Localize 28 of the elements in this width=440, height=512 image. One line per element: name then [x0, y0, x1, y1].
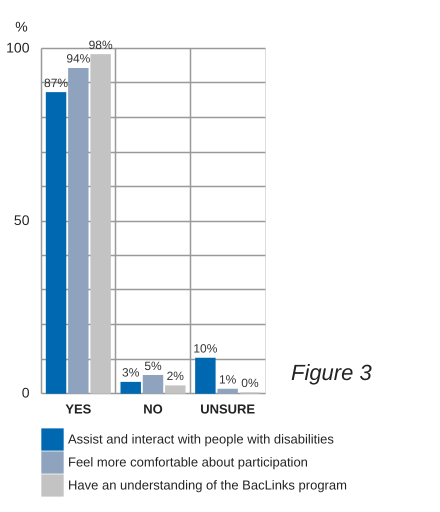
data-label: 10%	[193, 342, 218, 356]
legend-label: Have an understanding of the BacLinks program	[68, 478, 347, 492]
data-label: 3%	[122, 366, 140, 380]
bar	[165, 385, 186, 394]
data-label: 87%	[44, 76, 68, 90]
bar	[90, 54, 111, 394]
bar	[142, 375, 164, 394]
bar	[217, 388, 238, 394]
legend-label: Assist and interact with people with disabilities	[68, 432, 334, 446]
caption: Figure 3	[291, 360, 372, 385]
y-axis-title: %	[15, 18, 28, 34]
x-tick-label: YES	[65, 402, 92, 416]
legend-label: Feel more comfortable about participation	[68, 454, 308, 470]
bar	[46, 92, 66, 394]
bar	[195, 358, 216, 394]
data-label: 0%	[241, 376, 259, 390]
data-label: 98%	[88, 38, 113, 52]
x-tick-label: NO	[143, 402, 163, 416]
y-tick-label: 50	[14, 212, 30, 228]
y-tick-label: 0	[22, 384, 30, 400]
x-tick-label: UNSURE	[200, 402, 256, 416]
data-label: 2%	[166, 369, 184, 384]
y-tick-label: 100	[6, 40, 30, 56]
bar	[120, 382, 141, 394]
bar	[68, 68, 89, 394]
data-label: 1%	[218, 372, 237, 387]
data-label: 94%	[66, 52, 91, 66]
data-label: 5%	[144, 358, 162, 373]
